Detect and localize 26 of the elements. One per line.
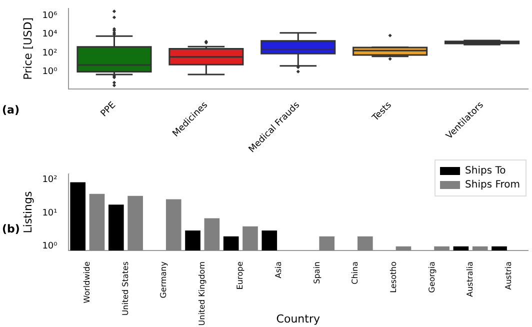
y-tick-label: 10⁶ [42, 11, 58, 22]
x-tick-label: Spain [312, 262, 322, 284]
text: (b) [2, 222, 20, 236]
x-tick-label: Asia [274, 261, 284, 278]
x-tick-label: Germany [159, 261, 168, 298]
x-tick-label: Georgia [427, 261, 436, 293]
x-tick-label: Lesotho [388, 261, 398, 293]
y-axis-title: Price [USD] [21, 17, 34, 80]
y-tick-label: 10² [42, 175, 58, 186]
y-axis-title: Listings [21, 191, 34, 234]
y-tick-label: 10² [42, 48, 58, 58]
y-tick-label: 10⁰ [42, 242, 58, 252]
legend-label: Ships To [465, 166, 506, 177]
y-tick-label: 10⁰ [42, 67, 58, 78]
y-tick-label: 10⁴ [42, 30, 58, 40]
x-tick-label: China [350, 261, 360, 284]
legend-label: Ships From [465, 180, 520, 191]
x-tick-label: Worldwide [82, 261, 92, 304]
y-tick-label: 10¹ [42, 208, 58, 218]
x-tick-label: Europe [236, 261, 245, 290]
x-axis-title: Country [276, 312, 320, 326]
x-tick-label: United States [120, 262, 130, 316]
x-tick-label: Austria [504, 261, 513, 290]
x-tick-label: Australia [466, 261, 475, 297]
text: (a) [2, 104, 20, 117]
x-tick-label: United Kingdom [197, 261, 206, 326]
